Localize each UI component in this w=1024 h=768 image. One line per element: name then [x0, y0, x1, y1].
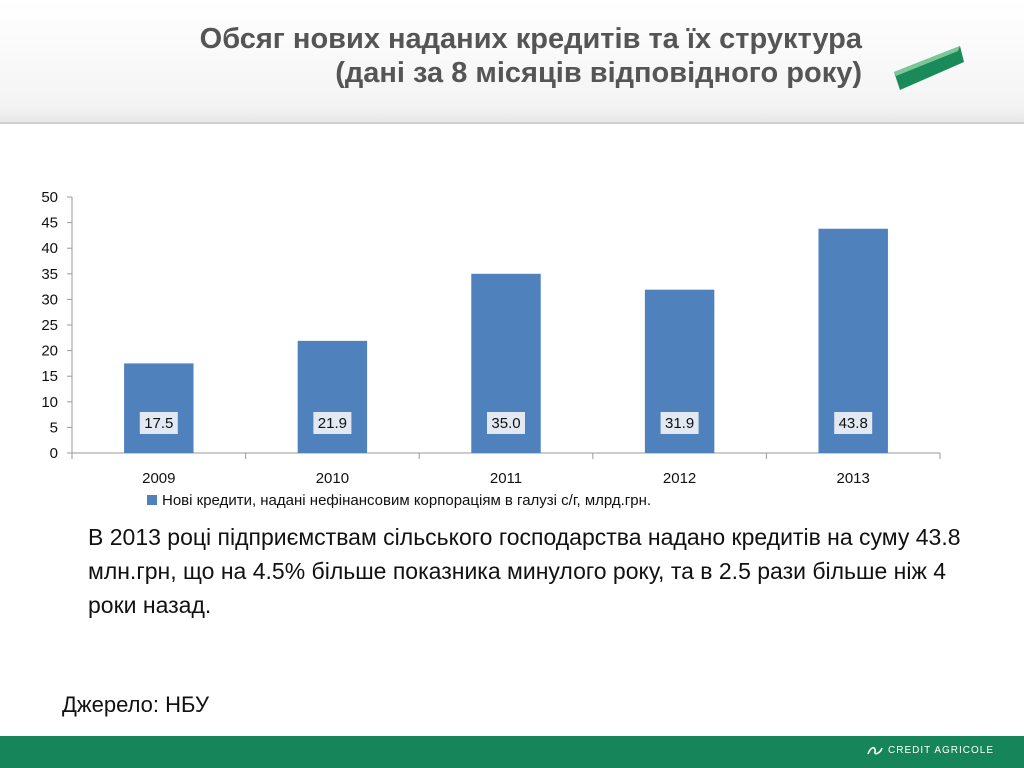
- credit-agricole-icon: [867, 746, 883, 754]
- bar-2010: [297, 340, 368, 453]
- y-tick-label: 45: [41, 215, 58, 232]
- slide-header: [0, 0, 1024, 124]
- x-tick-label: 2013: [837, 470, 870, 487]
- data-label: 43.8: [839, 415, 868, 432]
- y-tick-label: 10: [41, 394, 58, 411]
- data-label-box: [139, 412, 178, 434]
- footer-bar: CREDIT AGRICOLE: [0, 736, 1024, 768]
- data-label: 21.9: [318, 415, 347, 432]
- y-tick-label: 5: [50, 419, 58, 436]
- bank-logo-icon: [894, 46, 964, 90]
- source-note: Джерело: НБУ: [62, 692, 209, 717]
- y-tick-label: 50: [41, 189, 58, 206]
- bar-chart: 0 5 10 15 20 25 30 35 40 45 50 2009 2010 2011 2012 201…: [41, 189, 941, 509]
- legend-label: Нові кредити, надані нефінансовим корпор…: [162, 492, 651, 509]
- x-axis: 2009 2010 2011 2012 2013: [71, 452, 941, 487]
- y-tick-label: 35: [41, 266, 58, 283]
- x-tick-label: 2012: [663, 470, 696, 487]
- brand-logo: CREDIT AGRICOLE: [866, 745, 994, 756]
- bar-2009: [124, 363, 194, 453]
- summary-text: В 2013 році підприємствам сільського гос…: [88, 524, 961, 618]
- data-label-box: [487, 412, 525, 434]
- bar-series: [124, 228, 888, 453]
- data-label: 17.5: [144, 415, 173, 432]
- data-label-box: [660, 412, 699, 434]
- slide-title: Обсяг нових наданих кредитів та їх струк…: [200, 22, 862, 90]
- y-tick-label: 40: [41, 240, 58, 257]
- chart-legend: Нові кредити, надані нефінансовим корпор…: [147, 492, 651, 509]
- y-tick-label: 30: [41, 291, 58, 308]
- data-label-box: [834, 412, 873, 434]
- y-tick-label: 25: [41, 317, 58, 334]
- y-axis: 0 5 10 15 20 25 30 35 40 45 50: [41, 189, 73, 462]
- x-tick-label: 2011: [490, 470, 522, 487]
- brand-name: CREDIT AGRICOLE: [888, 745, 994, 756]
- data-label: 35.0: [491, 415, 520, 432]
- title-line-1: Обсяг нових наданих кредитів та їх струк…: [199, 23, 862, 55]
- title-line-2: (дані за 8 місяців відповідного року): [335, 57, 862, 89]
- data-label-box: [313, 412, 352, 434]
- x-tick-label: 2009: [142, 470, 175, 487]
- y-tick-label: 15: [41, 368, 58, 385]
- legend-swatch: [147, 495, 157, 505]
- y-tick-label: 20: [41, 343, 58, 360]
- y-tick-label: 0: [50, 445, 58, 462]
- x-tick-label: 2010: [316, 470, 349, 487]
- header-divider: [0, 122, 1024, 124]
- data-labels: 17.5 21.9 35.0 31.9 43.8: [139, 412, 873, 434]
- data-label: 31.9: [665, 415, 694, 432]
